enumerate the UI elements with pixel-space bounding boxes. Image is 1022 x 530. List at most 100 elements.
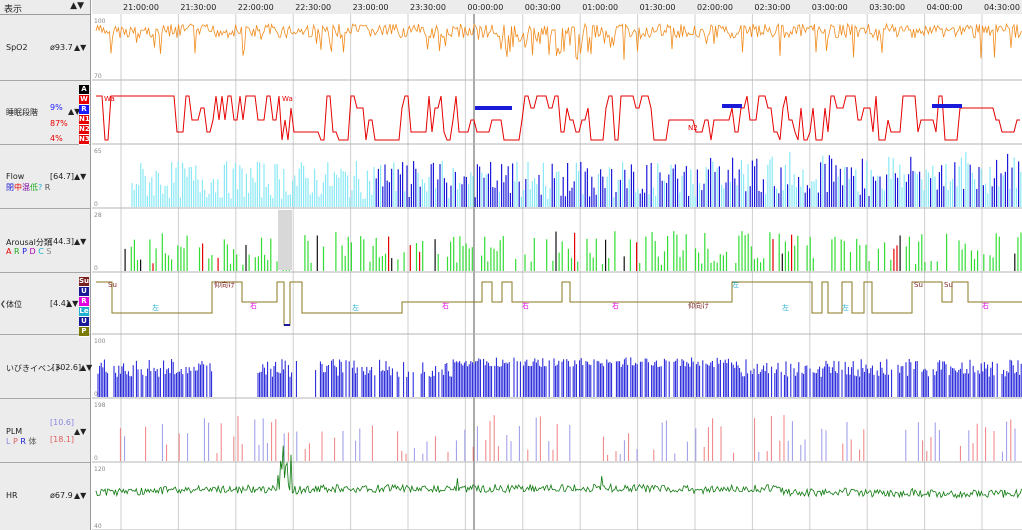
time-tick-label: 21:30:00	[180, 3, 216, 12]
sleep-stage-row-label: 睡眠段階 9% 87% 4% ▲▼ A W R N1 N2 N3	[0, 81, 90, 145]
plm-legend-p: P	[13, 437, 18, 446]
flow-label: Flow	[6, 172, 25, 181]
plm-label: PLM	[6, 427, 23, 436]
stage-order-arrows[interactable]: ▲▼	[68, 107, 81, 116]
posture-annotation: 右	[522, 301, 529, 310]
hr-trace	[95, 445, 1022, 499]
plm-row-label: PLM [10.6] [18.1] ▲▼ L P R 体	[0, 399, 90, 463]
hr-scale-bottom: 40	[94, 523, 102, 530]
posture-annotation: 右	[982, 301, 989, 310]
flow-legend-obstructive: 閉	[6, 183, 14, 192]
spo2-order-arrows[interactable]: ▲▼	[74, 43, 87, 52]
arousal-order-arrows[interactable]: ▲▼	[74, 237, 87, 246]
plm-order-arrows[interactable]: ▲▼	[74, 427, 87, 436]
flow-row-label: Flow [64.7] ▲▼ 閉中混低? R	[0, 145, 90, 209]
posture-order-arrows[interactable]: ▲▼	[66, 299, 79, 308]
spo2-scale-bottom: 70	[94, 73, 102, 80]
time-tick-label: 23:00:00	[353, 3, 389, 12]
snore-value: [302.6]	[52, 363, 82, 372]
stage-annotation: N2	[688, 124, 698, 132]
time-tick-label: 03:00:00	[812, 3, 848, 12]
plm-legend-body: 体	[28, 437, 37, 446]
posture-annotation: 右	[612, 301, 619, 310]
posture-annotation: Su	[944, 281, 953, 289]
flow-value: [64.7]	[50, 172, 75, 181]
flow-legend-hypopnea: 低	[30, 183, 38, 192]
collapse-arrow-icon[interactable]: ❮	[0, 300, 6, 308]
posture-annotation: 左	[842, 303, 849, 312]
plm-legend-r: R	[20, 437, 26, 446]
flow-legend-central: 中	[14, 183, 22, 192]
posture-annotation: 右	[442, 301, 449, 310]
arousal-label: Arousal分類	[6, 238, 52, 247]
spo2-scale-top: 100	[94, 18, 106, 25]
posture-row-label: 体位 [4.4] ▲▼ Su U R Le U P	[0, 273, 90, 337]
posture-legend-item-5: P	[79, 327, 89, 337]
hypnogram-trace	[96, 95, 1020, 141]
time-tick-label: 21:00:00	[123, 3, 159, 12]
stage-legend-item-2: R	[79, 105, 89, 115]
time-tick-label: 22:30:00	[295, 3, 331, 12]
stage-pct-rem: 9%	[50, 103, 63, 112]
snore-scale-bottom: 0	[94, 391, 98, 398]
time-tick-label: 01:00:00	[582, 3, 618, 12]
stage-legend-item-5: N3	[79, 135, 90, 145]
spo2-trace	[95, 22, 1022, 61]
posture-legend-item-1: U	[79, 287, 89, 297]
time-tick-label: 03:30:00	[869, 3, 905, 12]
flow-legend-r: R	[44, 183, 51, 192]
posture-legend-item-4: U	[79, 317, 89, 327]
posture-annotation: Su	[914, 281, 923, 289]
spo2-value: ø93.7	[50, 43, 73, 52]
arousal-legend-a: A	[6, 247, 12, 256]
plm-scale-top: 198	[94, 402, 106, 409]
spo2-row-label: SpO2 ø93.7 ▲▼	[0, 15, 90, 81]
arousal-value: [44.3]	[50, 237, 75, 246]
time-axis-band	[92, 0, 1022, 14]
stage-legend-item-0: A	[79, 85, 89, 95]
stage-pct-n3: 4%	[50, 134, 63, 143]
arousal-legend-d: D	[29, 247, 36, 256]
snore-label: いびきイベント	[6, 364, 62, 373]
flow-legend-mixed: 混	[22, 183, 30, 192]
flow-order-arrows[interactable]: ▲▼	[74, 172, 87, 181]
display-order-arrows[interactable]: ▲▼	[70, 1, 84, 11]
hr-value: ø67.9	[50, 491, 73, 500]
stage-legend-item-4: N2	[79, 125, 90, 135]
arousal-type-legend: A R P D C S	[6, 247, 51, 256]
arousal-gray-region	[278, 210, 292, 270]
hr-row-label: HR ø67.9 ▲▼	[0, 463, 90, 529]
time-tick-label: 00:00:00	[467, 3, 503, 12]
posture-annotation: 左	[352, 303, 359, 312]
snore-row-label: いびきイベント [302.6] ▲▼	[0, 335, 93, 399]
flow-legend-unknown: ?	[38, 183, 43, 192]
time-tick-label: 00:30:00	[525, 3, 561, 12]
hr-order-arrows[interactable]: ▲▼	[74, 491, 87, 500]
snore-order-arrows[interactable]: ▲▼	[80, 363, 93, 372]
posture-trace	[96, 281, 1022, 326]
arousal-scale-top: 28	[94, 212, 102, 219]
time-tick-label: 23:30:00	[410, 3, 446, 12]
plm-scale-bottom: 0	[94, 455, 98, 462]
stage-legend-item-1: W	[79, 95, 89, 105]
posture-annotation: 右	[250, 301, 257, 310]
plm-legend-l: L	[6, 437, 11, 446]
posture-annotation: 左	[152, 303, 159, 312]
time-tick-label: 04:30:00	[984, 3, 1020, 12]
flow-event-legend: 閉中混低? R	[6, 182, 50, 193]
arousal-legend-r: R	[14, 247, 20, 256]
snore-scale-top: 100	[94, 338, 106, 345]
posture-value: [4.4]	[50, 299, 69, 308]
flow-scale-top: 65	[94, 148, 102, 155]
display-header: 表示 ▲▼	[0, 0, 90, 15]
time-tick-label: 22:00:00	[238, 3, 274, 12]
posture-legend-item-2: R	[79, 297, 89, 307]
hr-scale-top: 120	[94, 466, 106, 473]
stage-annotation: Wa	[282, 95, 293, 103]
stage-pct-n2: 87%	[50, 119, 68, 128]
posture-annotation: 仰向け	[214, 280, 235, 289]
posture-legend: Su U R Le U P	[79, 277, 89, 337]
posture-annotation: Su	[108, 281, 117, 289]
flow-scale-bottom: 0	[94, 201, 98, 208]
polysomnography-chart[interactable]: 21:00:00 21:30:00 22:00:00 22:30:00 23:00:00…	[92, 0, 1022, 530]
